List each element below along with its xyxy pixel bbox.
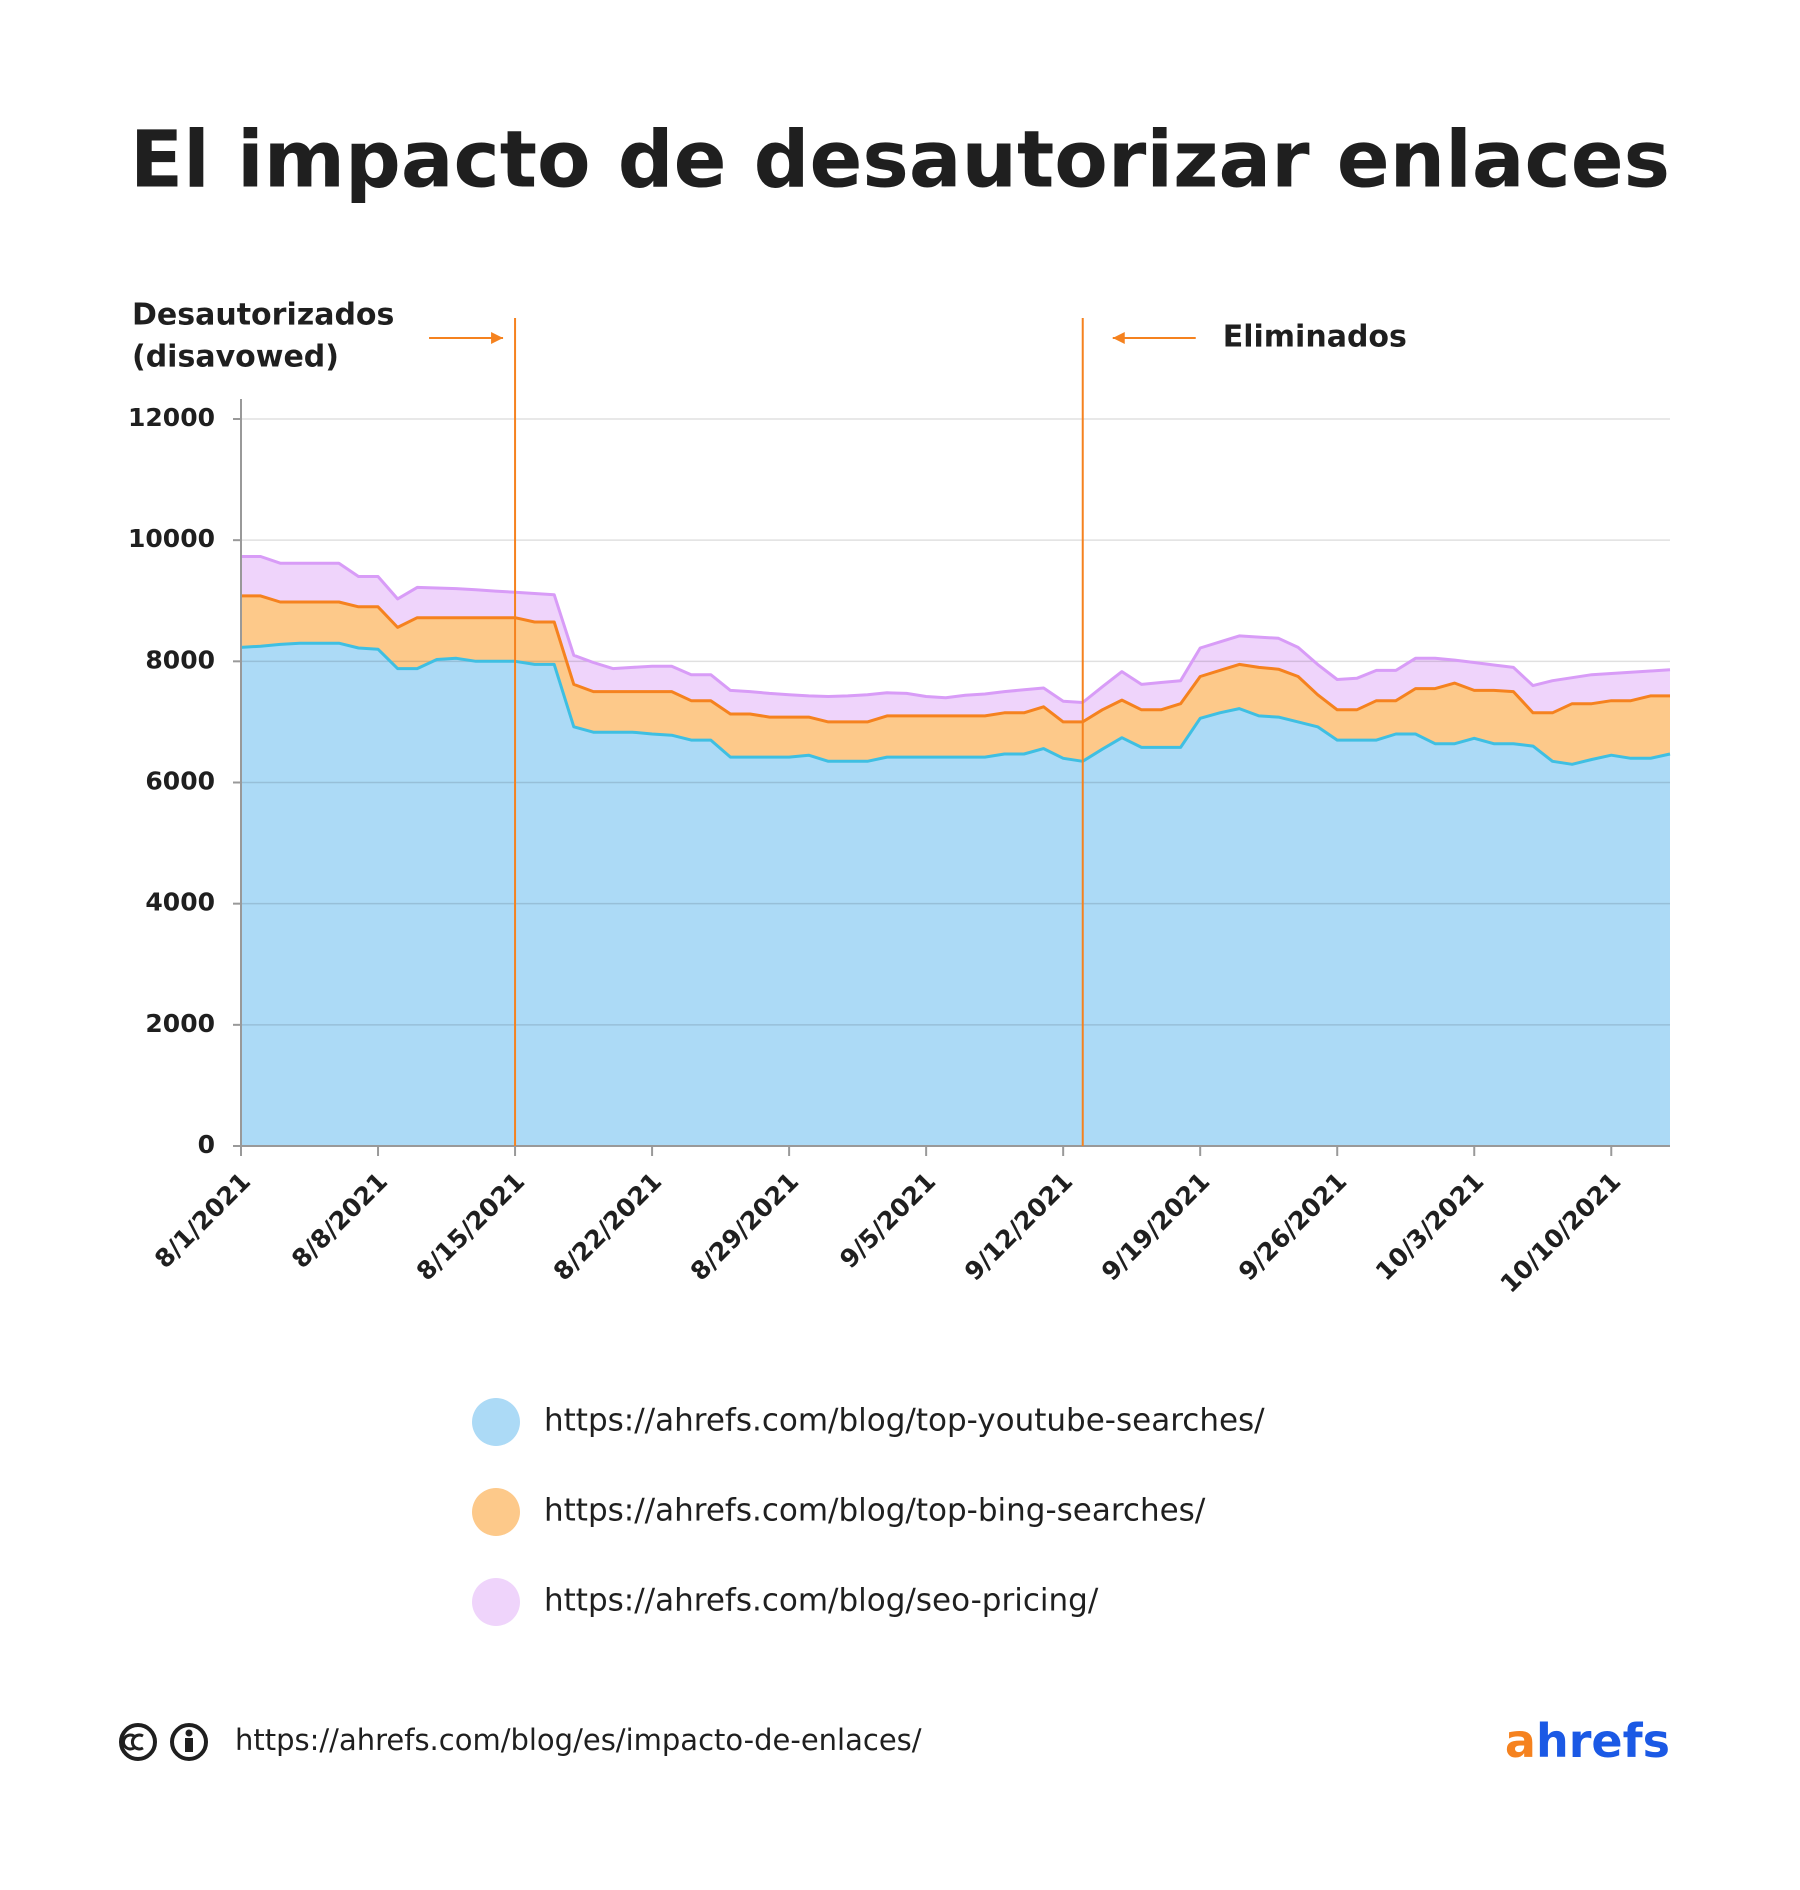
x-tick-label: 9/19/2021 <box>1096 1167 1216 1287</box>
x-tick-label: 8/8/2021 <box>286 1167 393 1274</box>
legend-swatch <box>472 1578 520 1626</box>
x-tick-label: 9/5/2021 <box>834 1167 941 1274</box>
annotation-arrowhead <box>1112 332 1125 344</box>
source-url: https://ahrefs.com/blog/es/impacto-de-en… <box>235 1723 922 1757</box>
logo: ahrefs <box>1505 1714 1670 1768</box>
area-fill <box>241 556 1670 722</box>
by-icon <box>170 1723 208 1761</box>
y-tick-label: 0 <box>198 1130 215 1159</box>
y-tick-label: 2000 <box>145 1009 215 1038</box>
series-line <box>240 641 1671 766</box>
cc-icons <box>119 1723 208 1761</box>
legend-label: https://ahrefs.com/blog/top-youtube-sear… <box>544 1403 1265 1439</box>
annotation-arrowhead <box>491 332 504 344</box>
legend-swatch <box>472 1488 520 1536</box>
cc-glyph <box>121 1733 144 1751</box>
y-tick-label: 6000 <box>145 767 215 796</box>
series-line <box>241 594 1670 724</box>
legend-label: https://ahrefs.com/blog/seo-pricing/ <box>544 1583 1099 1619</box>
legend-label: https://ahrefs.com/blog/top-bing-searche… <box>544 1493 1206 1529</box>
logo-a: a <box>1505 1714 1536 1768</box>
by-body <box>185 1738 193 1752</box>
area-fill <box>241 643 1670 1146</box>
logo-rest: hrefs <box>1536 1714 1670 1768</box>
x-tick-label: 10/10/2021 <box>1495 1167 1627 1299</box>
x-tick-label: 8/15/2021 <box>411 1167 531 1287</box>
x-tick-label: 9/12/2021 <box>959 1167 1079 1287</box>
x-tick-label: 10/3/2021 <box>1370 1167 1490 1287</box>
annotation-text: Eliminados <box>1223 320 1407 355</box>
x-tick-label: 8/22/2021 <box>548 1167 668 1287</box>
y-tick-label: 8000 <box>145 645 215 674</box>
series-line <box>241 555 1671 704</box>
area-fill <box>241 595 1670 765</box>
x-tick-label: 8/1/2021 <box>149 1167 256 1274</box>
annotation-text: Desautorizados <box>132 298 394 333</box>
by-head <box>185 1729 193 1737</box>
annotation-text: (disavowed) <box>132 340 339 375</box>
x-tick-label: 9/26/2021 <box>1233 1167 1353 1287</box>
legend-swatch <box>472 1398 520 1446</box>
cc-icon <box>119 1723 157 1761</box>
y-tick-label: 4000 <box>145 888 215 917</box>
x-tick-label: 8/29/2021 <box>685 1167 805 1287</box>
chart-title: El impacto de desautorizar enlaces <box>130 115 1670 205</box>
y-tick-label: 12000 <box>128 403 215 432</box>
y-tick-label: 10000 <box>128 524 215 553</box>
